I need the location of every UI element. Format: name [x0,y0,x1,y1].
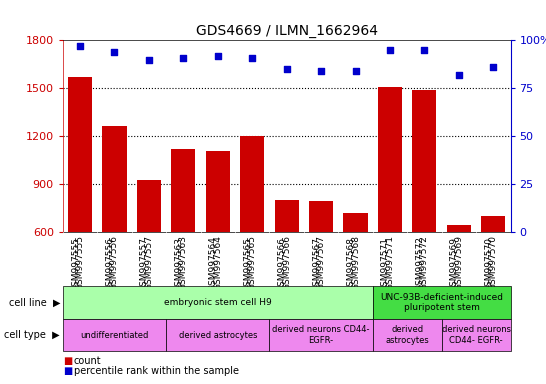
Point [420,47,429,53]
Text: GSM997569: GSM997569 [454,235,464,290]
Point [179,55,188,61]
Bar [378,87,402,232]
Bar [309,201,333,232]
Text: GSM997571: GSM997571 [385,235,394,290]
Bar [481,216,506,232]
Text: GSM997569: GSM997569 [450,237,459,291]
Title: GDS4669 / ILMN_1662964: GDS4669 / ILMN_1662964 [195,24,378,38]
Point [454,72,463,78]
Text: GSM997564: GSM997564 [209,237,218,291]
Text: derived astrocytes: derived astrocytes [179,331,257,339]
Text: GSM997555: GSM997555 [75,235,85,290]
Bar [412,90,436,232]
Text: count: count [74,356,102,366]
Point [248,55,257,61]
Text: GSM997566: GSM997566 [278,237,287,291]
Text: derived neurons
CD44- EGFR-: derived neurons CD44- EGFR- [442,325,511,345]
Text: embryonic stem cell H9: embryonic stem cell H9 [164,298,272,307]
Point [385,47,394,53]
Bar [373,319,442,351]
Text: GSM997567: GSM997567 [312,237,321,291]
Text: GSM997572: GSM997572 [420,235,429,290]
Bar [68,77,92,232]
Text: GSM997568: GSM997568 [351,235,360,290]
Text: GSM997570: GSM997570 [484,237,493,291]
Bar [137,180,161,232]
Bar [206,151,230,232]
Bar [166,319,269,351]
Text: GSM997556: GSM997556 [105,237,115,291]
Bar [275,200,299,232]
Text: GSM997557: GSM997557 [144,235,153,290]
Point [110,49,119,55]
Text: GSM997570: GSM997570 [489,235,498,290]
Text: UNC-93B-deficient-induced
pluripotent stem: UNC-93B-deficient-induced pluripotent st… [380,293,503,312]
Text: GSM997565: GSM997565 [248,235,257,290]
Bar [63,286,373,319]
Text: percentile rank within the sample: percentile rank within the sample [74,366,239,376]
Text: GSM997556: GSM997556 [110,235,119,290]
Point [317,68,325,74]
Text: cell type  ▶: cell type ▶ [4,330,60,340]
Bar [63,319,166,351]
Text: derived
astrocytes: derived astrocytes [385,325,429,345]
Bar [447,225,471,232]
Text: cell line  ▶: cell line ▶ [9,297,60,308]
Text: derived neurons CD44-
EGFR-: derived neurons CD44- EGFR- [272,325,370,345]
Text: GSM997565: GSM997565 [243,237,252,291]
Text: GSM997567: GSM997567 [317,235,325,290]
Bar [373,286,511,319]
Text: GSM997564: GSM997564 [213,235,222,290]
Bar [343,213,367,232]
Bar [171,149,195,232]
Text: ■: ■ [63,366,72,376]
Bar [269,319,373,351]
Text: GSM997563: GSM997563 [179,235,188,290]
Point [282,66,291,72]
Text: GSM997555: GSM997555 [71,237,80,291]
Point [489,64,497,70]
Text: GSM997557: GSM997557 [140,237,149,291]
Text: GSM997563: GSM997563 [174,237,183,291]
Point [213,53,222,59]
Text: GSM997571: GSM997571 [381,237,390,291]
Text: GSM997572: GSM997572 [416,237,424,291]
Bar [442,319,511,351]
Text: undifferentiated: undifferentiated [80,331,149,339]
Text: GSM997566: GSM997566 [282,235,291,290]
Text: ■: ■ [63,356,72,366]
Bar [240,136,264,232]
Bar [103,126,127,232]
Text: GSM997568: GSM997568 [347,237,355,291]
Point [145,56,153,63]
Point [76,43,85,49]
Point [351,68,360,74]
